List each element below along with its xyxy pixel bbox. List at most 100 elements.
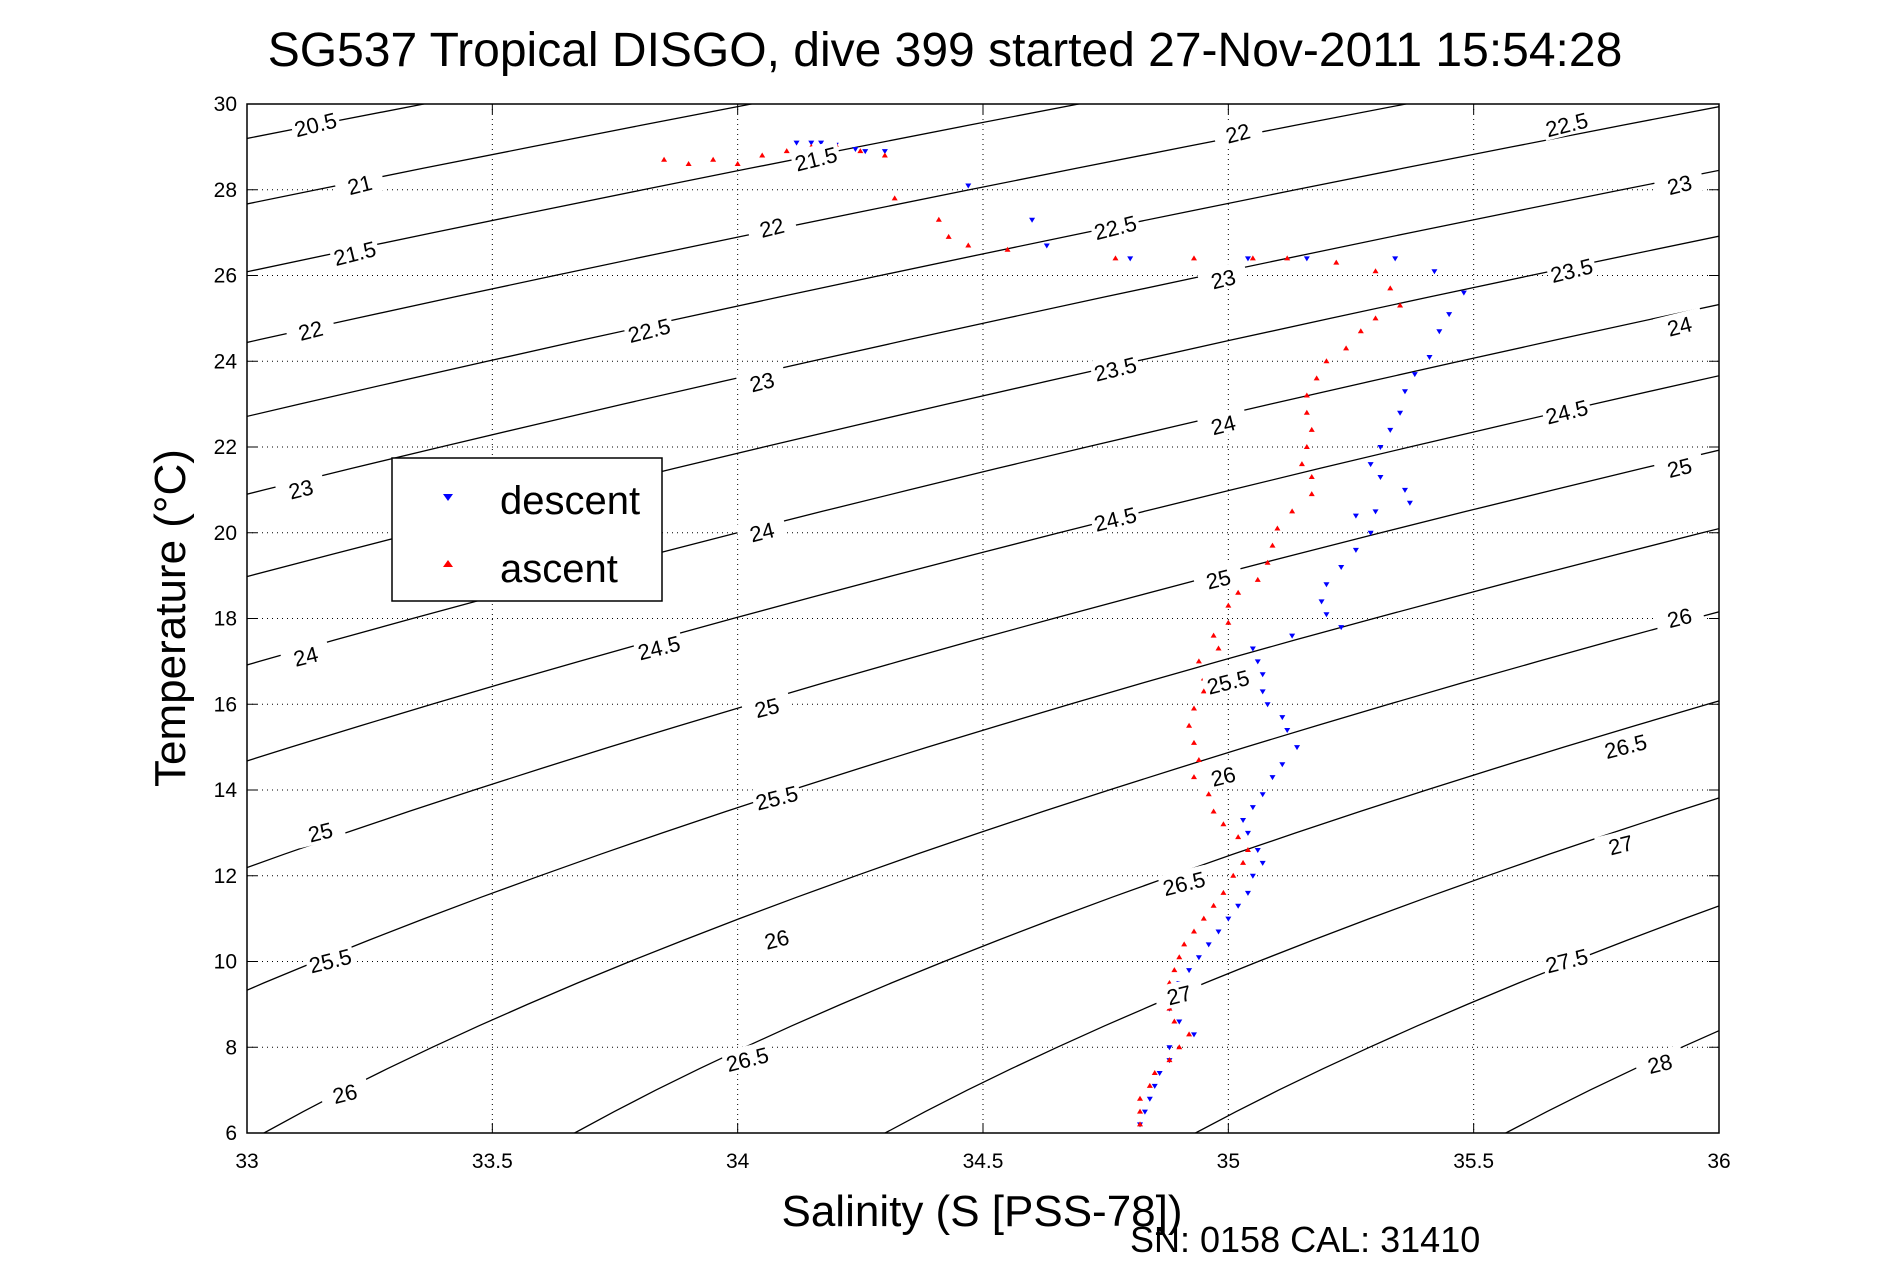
descent-point (1166, 1045, 1173, 1051)
contour-label-bg (1211, 114, 1264, 150)
contour-label-bg (1088, 350, 1142, 386)
contour-label-text: 23 (286, 474, 316, 504)
x-tick-label: 35.5 (1453, 1150, 1494, 1173)
contour-label: 25.5 (303, 942, 357, 978)
contour-label-text: 26.5 (1160, 867, 1208, 902)
contour-label-bg (632, 629, 685, 665)
data-points (661, 140, 1467, 1128)
descent-point (1446, 312, 1453, 318)
contour-label: 26 (1653, 599, 1706, 635)
density-contour-26.5 (573, 700, 1719, 1133)
contour-label-bg (1196, 260, 1250, 296)
descent-point (965, 183, 972, 189)
descent-point (1401, 389, 1408, 395)
contour-label-bg (735, 363, 788, 399)
descent-point (1372, 509, 1379, 515)
contour-label-bg (1653, 599, 1706, 635)
contour-label-bg (303, 942, 357, 978)
contour-label-text: 25 (752, 693, 782, 723)
legend: descent ascent (391, 457, 663, 602)
ascent-point (1137, 1108, 1144, 1114)
contour-label-bg (1594, 826, 1647, 862)
contour-label: 24 (279, 637, 332, 673)
contour-label-bg (1201, 663, 1255, 699)
descent-point (1352, 513, 1359, 519)
contour-label-text: 20.5 (292, 108, 340, 143)
density-contour-20.5 (247, 104, 428, 140)
contour-label: 25 (1653, 449, 1706, 484)
x-tick-label: 36 (1707, 1150, 1730, 1173)
ascent-point (1225, 619, 1232, 625)
contour-label-bg (1545, 251, 1598, 287)
descent-point (1244, 890, 1251, 896)
ascent-point (1210, 902, 1217, 908)
contour-label-text: 21 (345, 170, 375, 200)
descent-point (1205, 942, 1212, 948)
descent-point (1269, 775, 1276, 781)
contour-label-bg (1088, 500, 1142, 536)
contour-label-bg (293, 813, 347, 849)
descent-point (1254, 848, 1261, 854)
ascent-point (1181, 941, 1188, 947)
ascent-point (1190, 928, 1197, 934)
ascent-point (1190, 774, 1197, 780)
contour-label-text: 21.5 (331, 236, 379, 271)
ascent-point (1303, 444, 1310, 449)
ascent-point (734, 161, 741, 167)
descent-point (793, 140, 800, 146)
contour-label: 25 (1191, 560, 1245, 596)
grid-lines (247, 104, 1719, 1133)
ascent-point (1264, 559, 1271, 565)
density-contour-24 (247, 303, 1719, 666)
contour-label-bg (279, 637, 332, 673)
descent-point (1249, 646, 1256, 652)
descent-point (1215, 929, 1222, 935)
ascent-point (1220, 889, 1227, 895)
density-contour-27.5 (1194, 905, 1719, 1133)
contour-label: 25.5 (750, 779, 803, 816)
descent-point (1338, 625, 1345, 631)
ascent-point (1249, 255, 1256, 261)
y-tick-label: 22 (214, 436, 237, 459)
contour-label-text: 24 (291, 642, 321, 672)
contour-label: 23 (274, 470, 327, 506)
contour-label-text: 22 (1223, 118, 1253, 148)
contour-label: 25.5 (1201, 663, 1255, 700)
ascent-legend-marker (443, 560, 453, 567)
ascent-point (1151, 1069, 1158, 1075)
descent-point (1259, 792, 1266, 798)
ascent-point (1195, 658, 1202, 664)
contour-label: 25 (293, 813, 347, 849)
contour-label: 20.5 (289, 106, 342, 143)
contour-label: 23 (1653, 166, 1706, 202)
contour-label-bg (1540, 106, 1593, 141)
density-contour-23 (247, 169, 1719, 495)
ascent-point (1210, 808, 1217, 814)
contour-label-text: 25.5 (1204, 665, 1252, 700)
contour-label: 28 (1633, 1045, 1686, 1080)
contour-label-bg (1191, 560, 1245, 596)
descent-point (1279, 715, 1286, 721)
descent-point (1397, 410, 1404, 416)
contour-label-bg (745, 208, 798, 244)
descent-point (862, 149, 869, 155)
ascent-point (1137, 1095, 1144, 1101)
contour-label: 22 (284, 311, 337, 347)
contour-label-text: 24.5 (1092, 502, 1140, 537)
y-tick-label: 26 (214, 265, 237, 288)
contour-label: 23.5 (1545, 251, 1598, 288)
contour-label: 27 (1594, 826, 1647, 862)
contour-label-bg (750, 779, 803, 815)
descent-point (1431, 269, 1438, 275)
contour-label: 24.5 (632, 629, 685, 665)
descent-point (1303, 256, 1310, 262)
contour-label-text: 25.5 (753, 781, 801, 816)
contour-label-text: 23 (747, 367, 777, 397)
x-tick-label: 34.5 (963, 1150, 1004, 1173)
y-tick-label: 10 (214, 951, 237, 974)
legend-label-descent: descent (500, 479, 640, 523)
contour-label-text: 24 (1208, 410, 1238, 440)
ascent-point (1289, 508, 1296, 514)
ascent-point (1200, 688, 1207, 694)
x-tick-label: 33 (235, 1150, 258, 1173)
